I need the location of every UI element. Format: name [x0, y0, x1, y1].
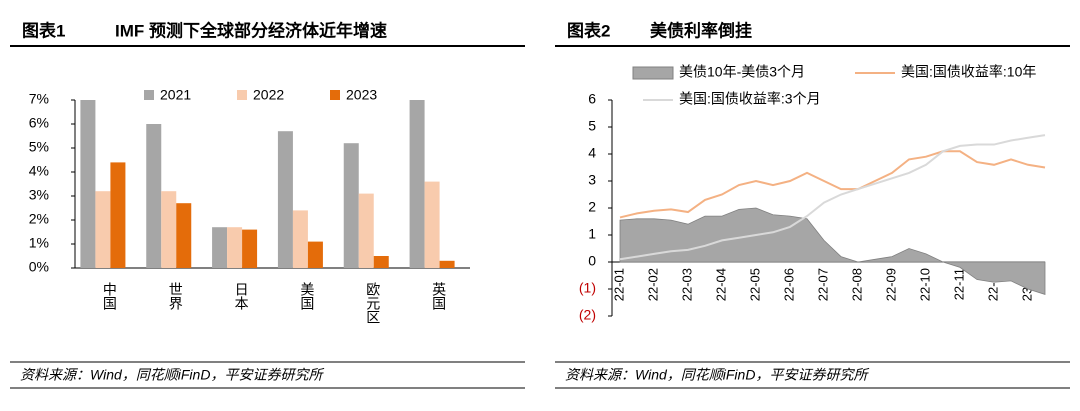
bar [307, 241, 323, 268]
y-tick-label: 4% [29, 163, 49, 179]
x-tick-label: 22-01 [611, 268, 626, 301]
bar [161, 191, 177, 268]
legend-swatch [144, 90, 154, 100]
legend-label: 美国:国债收益率:10年 [901, 64, 1036, 80]
bar [80, 100, 96, 268]
chart-label: 图表1 [22, 20, 65, 40]
source: 资料来源：Wind，同花顺iFinD，平安证券研究所 [20, 367, 324, 383]
y-tick-label: 0 [588, 253, 596, 269]
chart-label: 图表2 [567, 20, 610, 40]
legend-swatch [237, 90, 247, 100]
legend-label: 2021 [160, 87, 191, 103]
legend-swatch [330, 90, 340, 100]
y-tick-label: 3% [29, 187, 49, 203]
bar [212, 227, 228, 268]
y-tick-label: 1% [29, 235, 49, 251]
bar [439, 260, 455, 268]
x-tick-label: 22-09 [883, 268, 898, 301]
spread-area [619, 207, 1046, 295]
x-tick-label: 22-07 [815, 268, 830, 301]
legend-label: 2023 [346, 87, 377, 103]
y-tick-label: 6 [588, 91, 596, 107]
x-tick-label: 22-04 [713, 268, 728, 301]
bar [277, 131, 293, 268]
bar [424, 181, 440, 268]
bar [373, 256, 389, 268]
chart-title: 美债利率倒挂 [650, 20, 752, 40]
x-tick-label: 22-11 [951, 268, 966, 300]
x-tick-label: 欧元区 [365, 282, 381, 324]
bar [95, 191, 111, 268]
source: 资料来源：Wind，同花顺iFinD，平安证券研究所 [565, 367, 869, 383]
bar [176, 203, 192, 268]
legend-label: 2022 [253, 87, 284, 103]
bar [409, 100, 425, 269]
legend-label: 美国:国债收益率:3个月 [679, 91, 821, 107]
x-tick-label: 世界 [168, 282, 184, 311]
y-tick-label: 7% [29, 91, 49, 107]
y-tick-label: 2 [588, 199, 596, 215]
bar [358, 193, 374, 268]
chart-title: IMF 预测下全球部分经济体近年增速 [115, 20, 387, 40]
y-tick-label: 2% [29, 211, 49, 227]
y-tick-label: (1) [579, 280, 596, 296]
legend-label: 美债10年-美债3个月 [679, 64, 805, 80]
y-tick-label: 5 [588, 118, 596, 134]
y-tick-label: 1 [588, 226, 596, 242]
bar [292, 210, 308, 268]
x-tick-label: 22-03 [679, 268, 694, 301]
x-tick-label: 英国 [431, 281, 447, 310]
legend-swatch [632, 66, 674, 80]
x-tick-label: 中国 [102, 282, 118, 310]
x-tick-label: 22-06 [781, 268, 796, 301]
y-tick-label: 3 [588, 172, 596, 188]
x-tick-label: 日本 [234, 282, 250, 310]
x-tick-label: 22-02 [645, 268, 660, 301]
bar [227, 227, 243, 268]
y-tick-label: 0% [29, 259, 49, 275]
y-tick-label: 5% [29, 139, 49, 155]
series-line [619, 134, 1046, 261]
x-tick-label: 22-08 [849, 268, 864, 301]
x-tick-label: 22-10 [917, 268, 932, 301]
bar [343, 143, 359, 268]
bar [146, 124, 162, 268]
x-tick-label: 美国 [299, 282, 315, 310]
y-tick-label: 6% [29, 115, 49, 131]
bar [110, 162, 126, 268]
bars [80, 100, 455, 269]
series-line [619, 150, 1046, 219]
y-tick-label: 4 [588, 145, 596, 161]
bar [242, 229, 258, 268]
x-tick-label: 22-05 [747, 268, 762, 301]
y-tick-label: (2) [579, 307, 596, 323]
